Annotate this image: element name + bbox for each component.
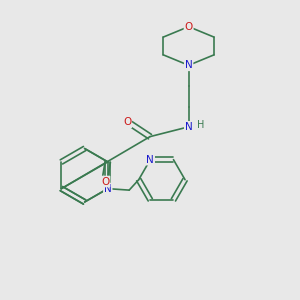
Text: N: N	[146, 154, 154, 165]
Text: N: N	[104, 184, 112, 194]
Text: O: O	[184, 22, 193, 32]
Text: N: N	[185, 60, 193, 70]
Text: O: O	[123, 117, 131, 128]
Text: N: N	[185, 122, 193, 132]
Text: H: H	[197, 120, 205, 130]
Text: O: O	[101, 176, 110, 187]
